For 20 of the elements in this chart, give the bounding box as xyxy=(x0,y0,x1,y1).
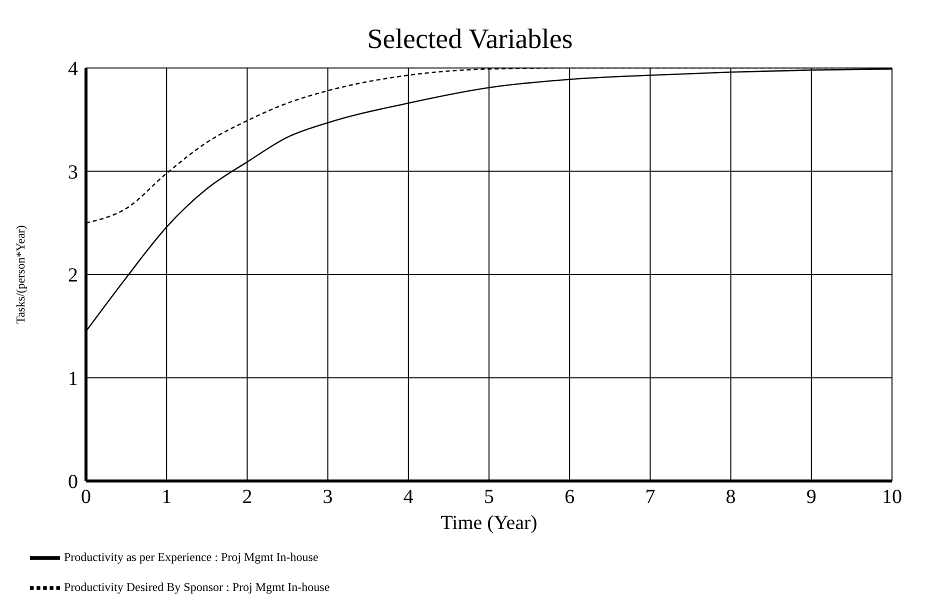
x-tick-label: 2 xyxy=(242,486,252,508)
y-tick-label: 4 xyxy=(68,58,78,80)
x-tick-label: 1 xyxy=(162,486,172,508)
chart-title: Selected Variables xyxy=(367,24,573,55)
y-tick-label: 2 xyxy=(68,264,78,287)
y-tick-label: 0 xyxy=(68,471,78,494)
x-tick-label: 5 xyxy=(484,486,494,508)
legend-label: Productivity Desired By Sponsor : Proj Mgmt In-house xyxy=(64,580,330,594)
y-tick-label: 3 xyxy=(68,161,78,184)
x-tick-label: 9 xyxy=(806,486,816,508)
x-tick-label: 8 xyxy=(726,486,736,508)
x-axis-title: Time (Year) xyxy=(440,512,538,534)
y-tick-label: 1 xyxy=(68,368,78,390)
x-tick-label: 4 xyxy=(403,486,414,508)
x-tick-label: 7 xyxy=(645,486,656,508)
x-tick-label: 3 xyxy=(322,486,333,508)
x-tick-label: 6 xyxy=(564,486,575,508)
x-tick-label: 10 xyxy=(882,486,902,508)
y-axis-title: Tasks/(person*Year) xyxy=(13,225,28,324)
legend-label: Productivity as per Experience : Proj Mgmt In-house xyxy=(64,550,318,564)
